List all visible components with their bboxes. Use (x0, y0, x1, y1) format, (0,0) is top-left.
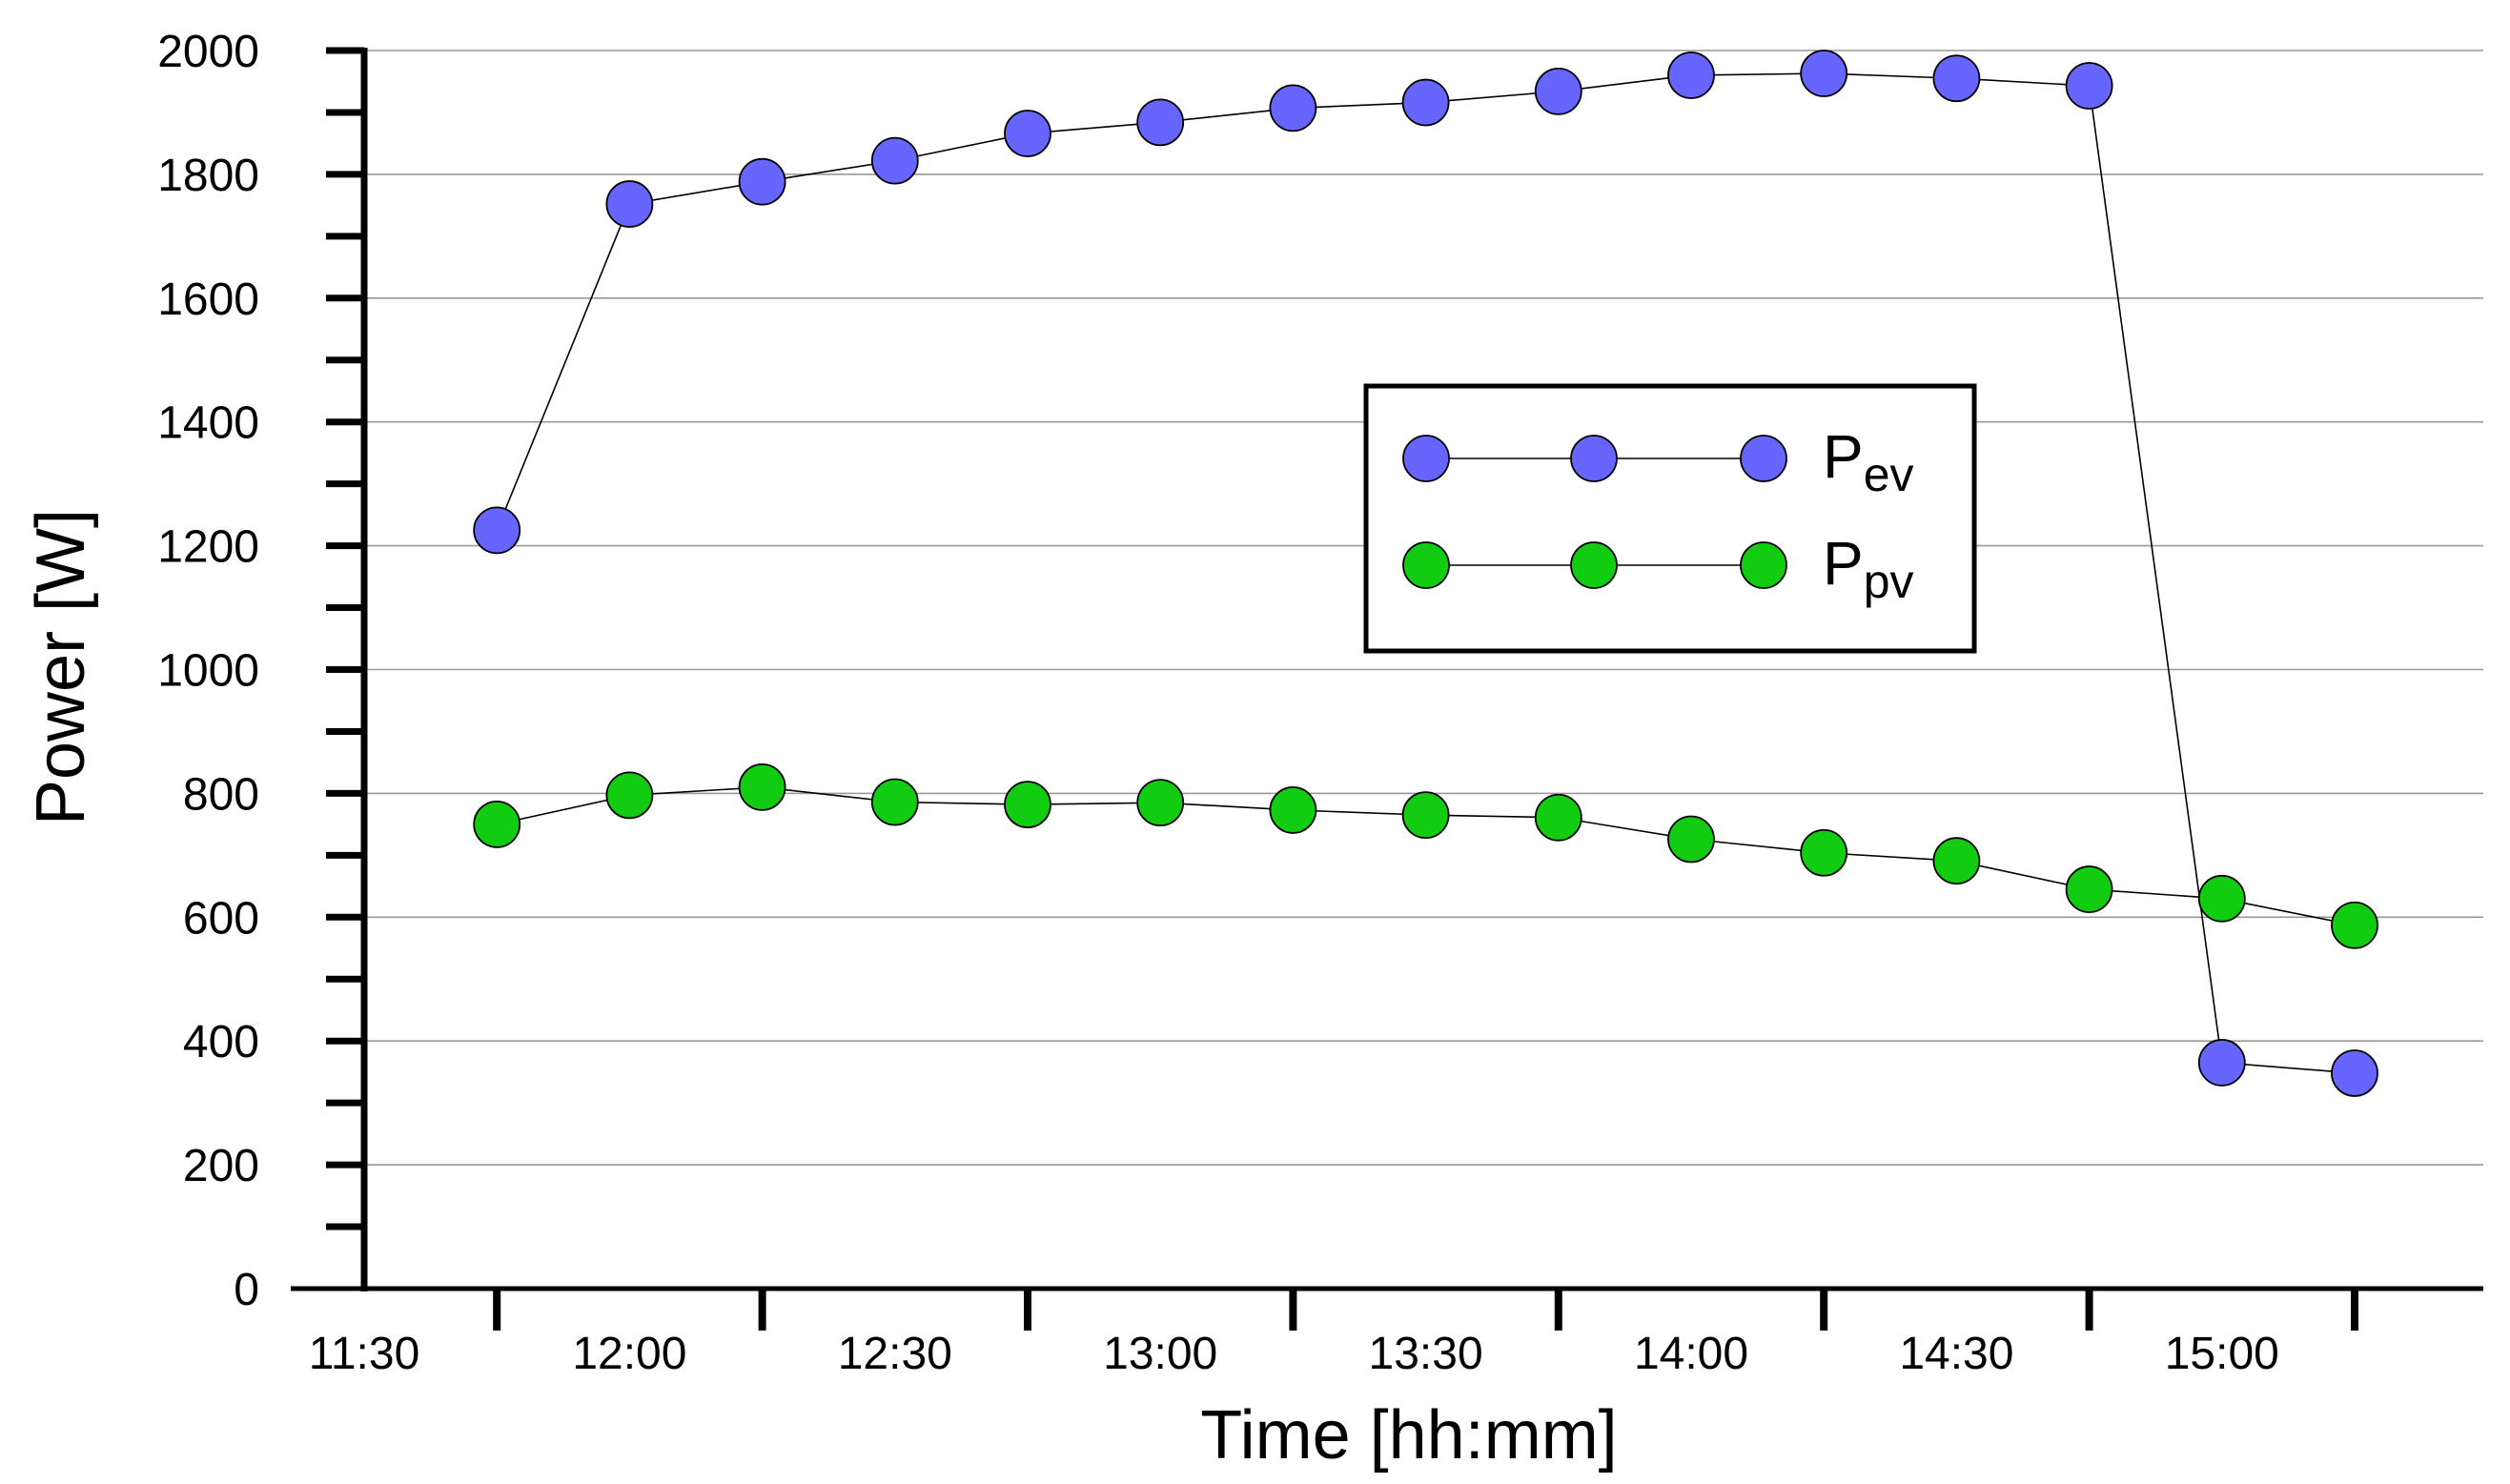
legend-marker (1570, 435, 1618, 482)
data-point (1667, 815, 1715, 864)
data-point (1136, 779, 1185, 827)
y-tick-label: 0 (234, 1265, 259, 1315)
data-point (1534, 67, 1582, 115)
legend-marker (1740, 435, 1787, 482)
series-ppv (473, 763, 2378, 949)
data-point (473, 506, 521, 555)
x-tick-label: 12:00 (572, 1329, 686, 1379)
legend-box (1363, 383, 1977, 654)
data-point (2197, 874, 2246, 923)
data-point (870, 136, 919, 185)
data-point (473, 800, 521, 848)
legend-marker (1740, 541, 1787, 589)
data-point (1004, 781, 1051, 828)
x-tick-label: 15:00 (2165, 1329, 2279, 1379)
data-point (870, 778, 919, 826)
axis-ticks: 0 200 400 600 800 1000 1200 1400 1600 1800 2000 11:… (157, 27, 2358, 1379)
data-point (2065, 62, 2113, 110)
legend-marker (1570, 541, 1618, 589)
legend-marker (1402, 541, 1450, 589)
data-point (1932, 54, 1981, 103)
data-point (1269, 786, 1317, 834)
x-tick-label: 11:30 (309, 1329, 420, 1379)
y-tick-label: 1200 (157, 522, 259, 573)
data-point (738, 157, 786, 206)
series-pev (473, 50, 2378, 1097)
data-point (1800, 828, 1848, 877)
data-point (1932, 837, 1981, 885)
y-tick-label: 400 (183, 1017, 259, 1067)
x-tick-label: 14:00 (1634, 1329, 1748, 1379)
x-tick-label: 13:00 (1103, 1329, 1217, 1379)
y-tick-label: 800 (183, 769, 259, 820)
data-point (1136, 98, 1185, 147)
legend-marker (1402, 435, 1450, 482)
data-series (473, 50, 2378, 1097)
legend-label: Ppv (1823, 529, 1914, 608)
data-point (2331, 901, 2378, 949)
y-tick-label: 600 (183, 893, 259, 944)
y-tick-label: 1600 (157, 274, 259, 325)
x-tick-label: 14:30 (1899, 1329, 2013, 1379)
data-point (605, 180, 654, 228)
y-axis-title: Power [W] (23, 509, 99, 825)
data-point (1401, 791, 1450, 840)
data-point (2331, 1049, 2378, 1097)
data-point (1534, 793, 1582, 842)
data-point (1401, 78, 1450, 127)
y-tick-label: 1400 (157, 398, 259, 449)
y-tick-label: 2000 (157, 27, 259, 77)
x-tick-label: 13:30 (1369, 1329, 1483, 1379)
data-point (738, 763, 786, 811)
data-point (2065, 865, 2113, 913)
legend-entry-ppv: Ppv (1402, 529, 1914, 608)
y-tick-label: 1000 (157, 646, 259, 697)
y-tick-label: 200 (183, 1141, 259, 1191)
data-point (1269, 84, 1317, 132)
data-point (1667, 51, 1715, 99)
data-point (605, 771, 654, 820)
x-axis-title: Time [hh:mm] (1200, 1397, 1617, 1474)
y-tick-label: 1800 (157, 151, 259, 201)
legend: Pev Ppv (1363, 383, 1977, 654)
data-point (2197, 1039, 2246, 1087)
x-tick-label: 12:30 (838, 1329, 952, 1379)
data-point (1800, 50, 1848, 97)
data-point (1004, 110, 1051, 157)
legend-entry-pev: Pev (1402, 422, 1914, 501)
legend-label: Pev (1823, 422, 1914, 501)
